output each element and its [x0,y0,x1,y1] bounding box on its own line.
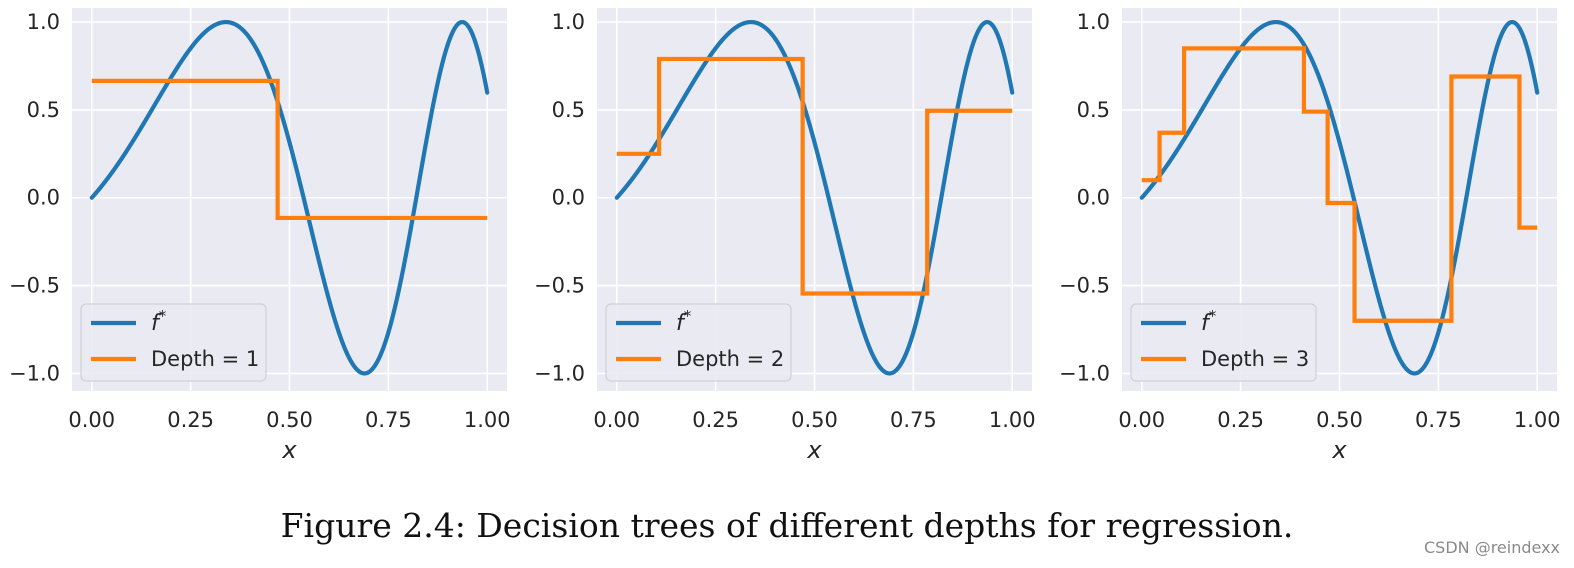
x-tick-label: 0.25 [1217,408,1264,432]
legend: f* Depth = 2 [605,303,792,382]
y-tick-label: 0.0 [552,186,585,210]
chart-panel-1: 0.00 0.25 0.50 0.75 1.00 −1.0 −0.5 0.0 0.5 1.0 x f*… [9,8,511,464]
chart-panel-3: 0.00 0.25 0.50 0.75 1.00 −1.0 −0.5 0.0 0.5 1.0 x f*… [1059,8,1561,464]
x-tick-label: 1.00 [464,408,511,432]
x-tick-label: 0.75 [1415,408,1462,432]
series-line-f-star [89,19,490,376]
figure-caption: Figure 2.4: Decision trees of different … [280,506,1294,545]
series-line-decision-tree [1141,46,1538,323]
x-tick-label: 0.50 [1316,408,1363,432]
y-tick-label: 1.0 [552,10,585,34]
x-tick-label: 0.25 [692,408,739,432]
x-tick-label: 0.00 [593,408,640,432]
y-tick-label: −0.5 [534,274,585,298]
legend-label-f-star-base: f [1201,311,1212,336]
x-tick-label: 1.00 [989,408,1036,432]
legend-label-f-star: f* [1201,307,1217,336]
legend-label-decision-tree: Depth = 2 [676,347,784,371]
y-tick-label: −0.5 [1059,274,1110,298]
x-tick-label: 0.50 [791,408,838,432]
y-tick-label: 0.5 [27,98,60,122]
legend-label-f-star: f* [676,307,692,336]
legend: f* Depth = 1 [80,303,267,382]
x-axis-label: x [806,436,822,464]
y-tick-label: 1.0 [1077,10,1110,34]
legend-label-decision-tree: Depth = 1 [151,347,259,371]
legend-label-f-star-sup: * [684,307,692,325]
y-tick-label: 1.0 [27,10,60,34]
legend-label-f-star: f* [151,307,167,336]
y-tick-label: −1.0 [9,361,60,385]
figure-charts: 0.00 0.25 0.50 0.75 1.00−1.0−0.50.00.51.0xf*… [9,8,1561,464]
y-tick-label: −0.5 [9,274,60,298]
series-line-decision-tree [616,56,1013,296]
x-tick-label: 0.50 [266,408,313,432]
watermark: CSDN @reindexx [1423,538,1560,557]
series-line-decision-tree [91,78,488,221]
x-axis-label: x [281,436,297,464]
x-tick-label: 0.00 [1118,408,1165,432]
y-tick-label: 0.0 [1077,186,1110,210]
legend-label-decision-tree: Depth = 3 [1201,347,1309,371]
y-tick-label: 0.5 [552,98,585,122]
x-tick-label: 0.75 [890,408,937,432]
x-tick-label: 1.00 [1514,408,1561,432]
x-axis-label: x [1331,436,1347,464]
chart-panel-2: 0.00 0.25 0.50 0.75 1.00 −1.0 −0.5 0.0 0.5 1.0 x f*… [534,8,1036,464]
y-tick-label: −1.0 [1059,361,1110,385]
y-tick-label: −1.0 [534,361,585,385]
legend: f* Depth = 3 [1130,303,1317,382]
legend-label-f-star-base: f [676,311,687,336]
series-line-f-star [614,19,1015,376]
legend-label-f-star-base: f [151,311,162,336]
x-tick-label: 0.25 [167,408,214,432]
legend-label-f-star-sup: * [1209,307,1217,325]
legend-label-f-star-sup: * [159,307,167,325]
y-tick-label: 0.0 [27,186,60,210]
x-tick-label: 0.75 [365,408,412,432]
series-line-f-star [1139,19,1540,376]
x-tick-label: 0.00 [68,408,115,432]
y-tick-label: 0.5 [1077,98,1110,122]
